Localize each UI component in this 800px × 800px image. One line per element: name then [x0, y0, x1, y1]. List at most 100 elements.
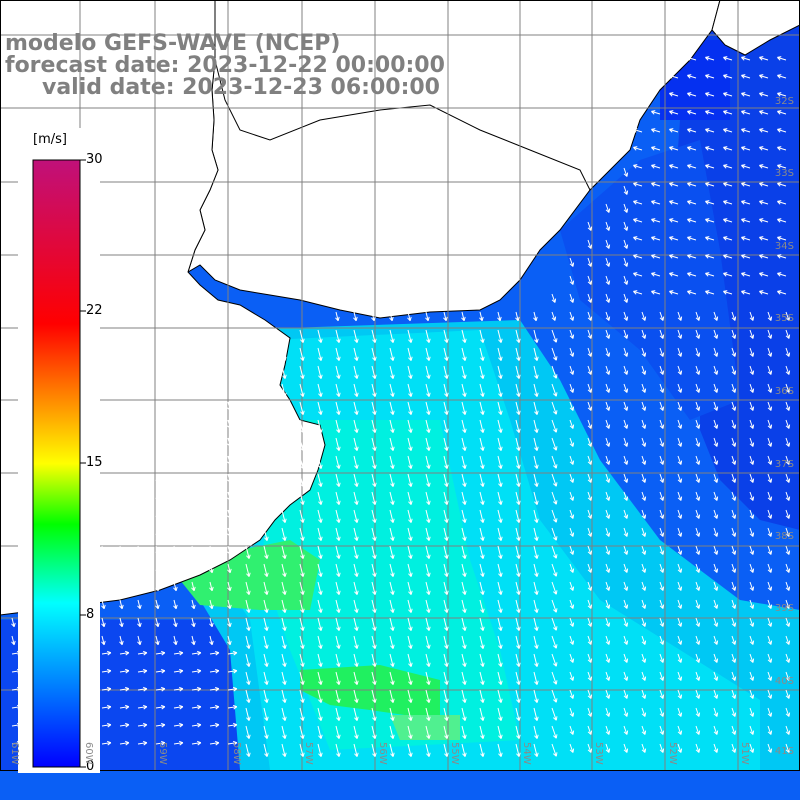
wind-arrow: [705, 92, 715, 97]
wind-arrow: [731, 329, 737, 339]
wind-arrow: [641, 491, 647, 501]
wind-arrow: [633, 218, 643, 223]
wind-arrow: [281, 617, 287, 631]
wind-arrow: [587, 383, 593, 393]
wind-arrow: [623, 725, 629, 735]
wind-arrow: [389, 401, 395, 415]
wind-arrow: [263, 707, 269, 721]
wind-arrow: [335, 455, 341, 469]
wind-arrow: [587, 365, 593, 375]
wind-arrow: [551, 707, 558, 721]
wind-arrow: [425, 311, 430, 322]
wind-arrow: [119, 599, 124, 610]
wind-arrow: [479, 383, 485, 397]
wind-arrow: [407, 509, 413, 523]
wind-arrow: [749, 689, 755, 699]
wind-arrow: [281, 689, 287, 703]
wind-arrow: [723, 128, 733, 133]
wind-arrow: [551, 347, 558, 361]
wind-arrow: [515, 365, 521, 379]
wind-arrow: [299, 563, 305, 577]
wind-arrow: [641, 743, 647, 753]
wind-arrow: [677, 617, 683, 627]
wind-arrow: [749, 617, 755, 627]
wind-arrow: [443, 383, 449, 397]
wind-arrow: [443, 437, 449, 451]
wind-arrow: [749, 545, 755, 555]
wind-arrow: [515, 581, 521, 595]
lat-label: 39S: [774, 603, 794, 614]
wind-arrow: [605, 689, 611, 699]
wind-arrow: [569, 599, 575, 609]
wind-arrow: [623, 617, 629, 627]
wind-arrow: [705, 164, 715, 169]
wind-arrow: [245, 437, 251, 451]
wind-arrow: [551, 311, 557, 321]
wind-arrow: [245, 491, 251, 505]
wind-arrow: [263, 671, 269, 685]
wind-arrow: [587, 473, 593, 483]
wind-arrow: [659, 653, 665, 663]
wind-arrow: [317, 383, 323, 397]
wind-arrow: [695, 383, 701, 393]
wind-arrow: [623, 383, 629, 393]
wind-arrow: [749, 635, 755, 645]
wind-arrow: [659, 563, 665, 573]
wind-arrow: [731, 689, 737, 699]
wind-arrow: [317, 473, 323, 487]
wind-arrow: [659, 401, 665, 411]
lat-label: 34S: [774, 241, 794, 252]
wind-arrow: [749, 437, 755, 447]
wind-arrow: [587, 743, 593, 753]
wind-arrow: [777, 164, 787, 169]
wind-arrow: [335, 383, 341, 397]
wind-arrow: [515, 311, 520, 322]
wind-arrow: [263, 635, 269, 649]
wind-arrow: [695, 491, 701, 501]
wind-arrow: [497, 509, 503, 523]
wind-arrow: [209, 617, 214, 628]
wind-arrow: [723, 272, 733, 277]
wind-arrow: [101, 599, 106, 610]
wind-arrow: [425, 599, 431, 613]
wind-arrow: [425, 419, 431, 433]
wind-arrow: [677, 509, 683, 519]
wind-arrow: [119, 650, 130, 656]
wind-arrow: [353, 401, 359, 415]
wind-arrow: [281, 347, 287, 361]
wind-arrow: [587, 401, 593, 411]
wind-arrow: [137, 635, 142, 646]
wind-arrow: [245, 527, 251, 541]
wind-arrow: [101, 635, 106, 646]
wind-arrow: [461, 617, 467, 631]
wind-arrow: [263, 545, 269, 559]
wind-arrow: [227, 545, 232, 556]
wind-arrow: [227, 563, 232, 574]
wind-arrow: [191, 473, 196, 484]
wind-arrow: [443, 311, 448, 322]
wind-arrow: [623, 329, 629, 339]
wind-arrow: [569, 383, 575, 393]
wind-arrow: [741, 182, 751, 187]
wind-arrow: [101, 668, 112, 674]
wind-arrow: [677, 707, 683, 717]
wind-arrow: [479, 563, 485, 577]
wind-arrow: [651, 218, 661, 223]
wind-arrow: [353, 671, 359, 685]
wind-arrow: [731, 509, 737, 519]
wind-arrow: [245, 455, 251, 469]
wind-arrow: [227, 686, 238, 692]
wind-arrow: [443, 491, 449, 505]
wind-arrow: [389, 617, 395, 631]
wind-arrow: [407, 725, 413, 739]
wind-arrow: [677, 383, 683, 393]
wind-arrow: [767, 743, 773, 753]
wind-arrow: [695, 653, 701, 663]
wind-arrow: [425, 527, 431, 541]
wind-arrow: [461, 311, 466, 322]
wind-arrow: [723, 182, 733, 187]
wind-arrow: [587, 509, 593, 519]
wind-arrow: [263, 491, 269, 505]
wind-arrow: [551, 725, 558, 739]
wind-arrow: [749, 347, 755, 357]
